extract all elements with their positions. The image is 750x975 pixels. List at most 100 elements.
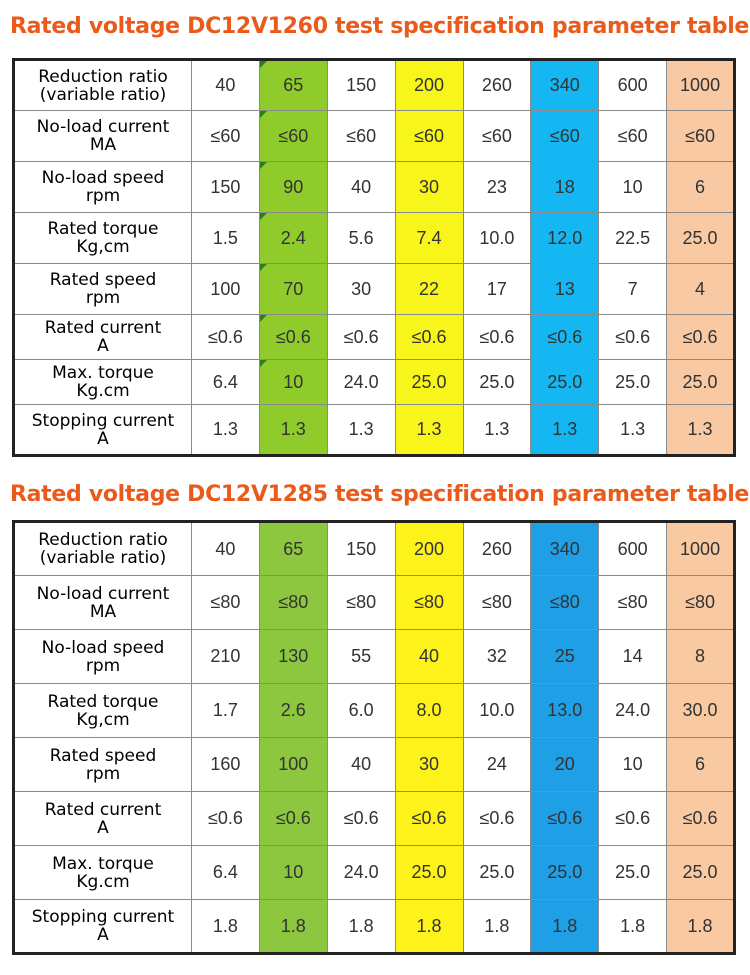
table-cell: ≤80 [191,575,260,630]
table-row-max-torque: Max. torque Kg.cm 6.4 10 24.0 25.0 25.0 25.0 25.… [13,845,735,900]
table-cell: 13 [530,263,600,315]
table-cell: ≤80 [530,575,600,630]
table-cell: 12.0 [530,212,600,264]
table-row-no-load-current: No-load current MA ≤60 ≤60 ≤60 ≤60 ≤60 ≤60 ≤60 ≤6… [13,110,735,162]
table-cell: ≤60 [394,110,464,162]
table-cell: 1.5 [191,212,260,264]
table-cell: 600 [598,59,668,111]
table-cell: 150 [326,59,396,111]
table-cell: 1.8 [326,899,396,954]
table-cell: 14 [598,629,668,684]
table-cell: 10.0 [462,212,532,264]
table-cell: 20 [530,737,600,792]
table-cell: ≤0.6 [258,314,328,360]
row-label-max-torque: Max. torque Kg.cm [13,359,192,405]
table-cell: 25.0 [666,212,735,264]
table-cell: 70 [258,263,328,315]
table-row-rated-torque: Rated torque Kg,cm 1.5 2.4 5.6 7.4 10.0 12.0 22.… [13,212,735,264]
table-cell: 25.0 [666,359,735,405]
table-cell: ≤60 [462,110,532,162]
table-cell: 160 [191,737,260,792]
table-cell: ≤0.6 [462,791,532,846]
spec-table-dc12v1260: Reduction ratio (variable ratio) 40 65 150 20… [12,58,736,457]
table-cell: 24.0 [326,845,396,900]
table-cell: ≤0.6 [666,314,735,360]
table-cell: 25.0 [598,359,668,405]
row-label-max-torque: Max. torque Kg.cm [13,845,192,900]
table-cell: ≤0.6 [530,314,600,360]
table-cell: 25.0 [462,845,532,900]
row-label-line: Rated speed [49,270,157,290]
table-cell: ≤80 [258,575,328,630]
table-cell: 25.0 [394,359,464,405]
table-cell: 200 [394,59,464,111]
table-row-reduction-ratio: Reduction ratio (variable ratio) 40 65 150 20… [13,521,735,576]
row-label-line: Rated current [44,799,162,820]
table-cell: 150 [191,161,260,213]
row-label-stopping-current: Stopping current A [13,404,192,456]
row-label-line: A [97,925,109,945]
table-cell: 25.0 [530,845,600,900]
table-row-no-load-speed: No-load speed rpm 210 130 55 40 32 25 14 8 [13,629,735,684]
table-cell: 260 [462,59,532,111]
table-cell: ≤0.6 [191,791,260,846]
table2-title: Rated voltage DC12V1285 test specificati… [10,482,750,507]
table-cell: 18 [530,161,600,213]
table-cell: 30 [326,263,396,315]
table-cell: 1.3 [326,404,396,456]
row-label-line: (variable ratio) [39,548,167,568]
row-label-line: Reduction ratio [38,530,168,550]
table-cell: 30 [394,737,464,792]
table-cell: 1000 [666,521,735,576]
spec-table-dc12v1285: Reduction ratio (variable ratio) 40 65 150 20… [12,520,736,955]
row-label-reduction-ratio: Reduction ratio (variable ratio) [13,521,192,576]
table-cell: 65 [258,59,328,111]
table-cell: 1.8 [530,899,600,954]
table-cell: 1.8 [394,899,464,954]
table-cell: 210 [191,629,260,684]
table-cell: 260 [462,521,532,576]
table-cell: ≤60 [326,110,396,162]
table-cell: ≤80 [394,575,464,630]
table-cell: ≤60 [258,110,328,162]
table-cell: ≤0.6 [394,314,464,360]
row-label-line: No-load current [36,583,170,604]
table-row-max-torque: Max. torque Kg.cm 6.4 10 24.0 25.0 25.0 25.0 25.… [13,359,735,405]
table-cell: 340 [530,521,600,576]
table-cell: ≤80 [462,575,532,630]
table-cell: ≤80 [666,575,735,630]
table-cell: 7.4 [394,212,464,264]
table-cell: 32 [462,629,532,684]
table-cell: 25.0 [394,845,464,900]
table-cell: 40 [394,629,464,684]
table-cell: 6 [666,737,735,792]
table-cell: 40 [326,737,396,792]
row-label-line: No-load current [36,117,170,137]
table-cell: 7 [598,263,668,315]
table-cell: ≤0.6 [598,791,668,846]
table-cell: 1.7 [191,683,260,738]
row-label-stopping-current: Stopping current A [13,899,192,954]
row-label-reduction-ratio: Reduction ratio (variable ratio) [13,59,192,111]
table1-title: Rated voltage DC12V1260 test specificati… [10,14,750,39]
table-cell: 100 [258,737,328,792]
table-cell: 30 [394,161,464,213]
row-label-line: rpm [85,186,121,206]
table-cell: 13.0 [530,683,600,738]
table-cell: 10.0 [462,683,532,738]
table-cell: 40 [191,521,260,576]
table-cell: ≤80 [326,575,396,630]
table-cell: 24.0 [598,683,668,738]
table-cell: ≤60 [598,110,668,162]
table-cell: 24.0 [326,359,396,405]
table-row-rated-current: Rated current A ≤0.6 ≤0.6 ≤0.6 ≤0.6 ≤0.6 ≤0.6 ≤0… [13,791,735,846]
row-label-line: Rated torque [47,691,159,712]
table-row-stopping-current: Stopping current A 1.3 1.3 1.3 1.3 1.3 1.3 1.3 1.… [13,404,735,456]
table-cell: 55 [326,629,396,684]
row-label-line: Rated torque [47,219,159,239]
row-label-rated-speed: Rated speed rpm [13,737,192,792]
table-cell: 1.8 [462,899,532,954]
table-cell: 40 [326,161,396,213]
row-label-line: Reduction ratio [38,66,168,87]
row-label-no-load-current: No-load current MA [13,110,192,162]
